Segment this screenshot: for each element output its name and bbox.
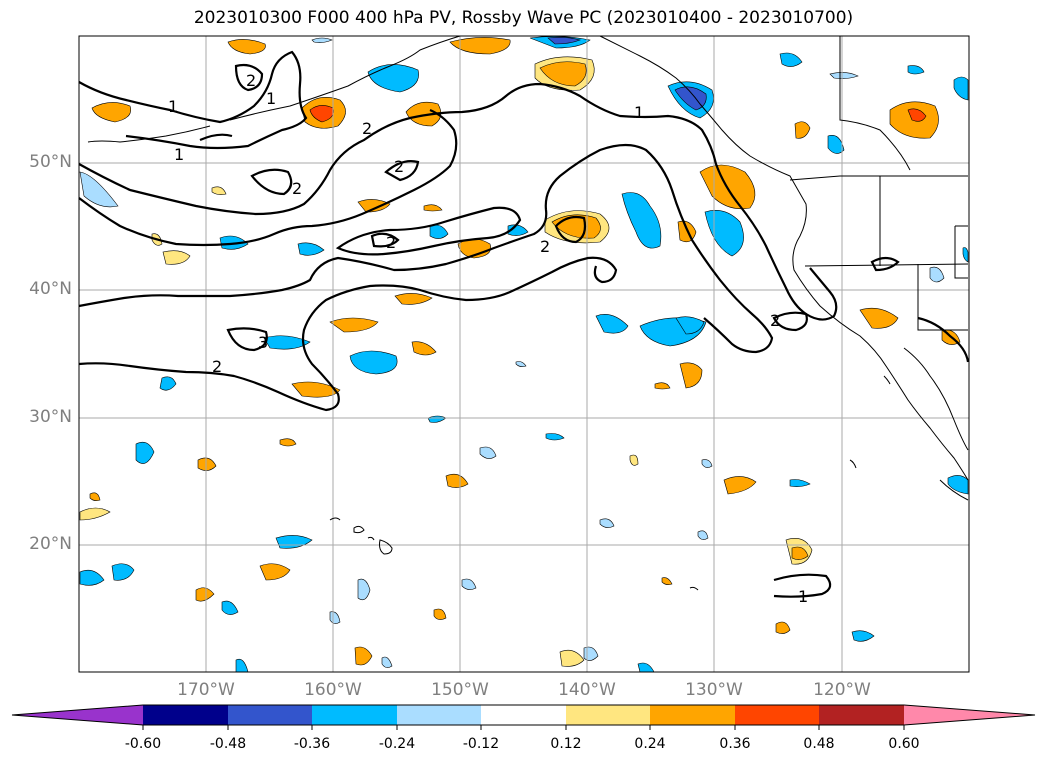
colorbar-segment	[228, 705, 312, 725]
colorbar-tick-label: -0.12	[462, 736, 500, 752]
contour-label: 1	[634, 103, 644, 122]
lon-label-160w: 160°W	[304, 680, 362, 700]
contour-label: 2	[246, 71, 256, 90]
colorbar-tick-label: -0.36	[293, 736, 331, 752]
colorbar-tick-label: -0.60	[124, 736, 162, 752]
lat-label-30n: 30°N	[29, 407, 72, 427]
colorbar-tick-label: 0.48	[803, 736, 835, 752]
negative-anomaly-patches	[79, 36, 969, 673]
contour-label: 1	[168, 97, 178, 116]
contour-label: 1	[174, 145, 184, 164]
lon-label-130w: 130°W	[685, 680, 743, 700]
colorbar-extend-left	[12, 705, 143, 725]
colorbar-segment	[143, 705, 228, 725]
colorbar-tick-label: -0.24	[378, 736, 416, 752]
colorbar-segment	[819, 705, 904, 725]
map-gridlines	[79, 36, 969, 672]
colorbar-segment	[312, 705, 397, 725]
contour-label: 1	[266, 89, 276, 108]
lat-label-40n: 40°N	[29, 279, 72, 299]
coastlines	[87, 35, 969, 501]
colorbar-segment	[566, 705, 650, 725]
colorbar-segment	[397, 705, 481, 725]
contour-label: 2	[212, 357, 222, 376]
contour-label: 2	[394, 157, 404, 176]
colorbar-tick-label: 0.60	[888, 736, 920, 752]
map-background	[79, 36, 969, 672]
colorbar-segment	[735, 705, 819, 725]
colorbar-segment	[650, 705, 735, 725]
colorbar-tick-label: 0.24	[634, 736, 666, 752]
colorbar-tick-label: 0.12	[550, 736, 582, 752]
colorbar-segment	[481, 705, 566, 725]
contour-label: 2	[292, 179, 302, 198]
contour-label: 1	[798, 587, 808, 606]
map-frame	[78, 35, 970, 673]
colorbar-tick-label: -0.48	[209, 736, 247, 752]
contour-labels: 1 1 1 2 2 2 2 2 2 3 1 2 2 1	[168, 71, 808, 606]
colorbar	[11, 704, 1036, 730]
islands	[329, 459, 857, 591]
lon-label-140w: 140°W	[558, 680, 616, 700]
lat-label-50n: 50°N	[29, 152, 72, 172]
lon-label-150w: 150°W	[431, 680, 489, 700]
chart-title: 2023010300 F000 400 hPa PV, Rossby Wave …	[193, 8, 854, 28]
pv-contours	[78, 50, 970, 598]
contour-label: 2	[362, 119, 372, 138]
lon-label-120w: 120°W	[813, 680, 871, 700]
lon-label-170w: 170°W	[177, 680, 235, 700]
contour-label: 2	[386, 233, 396, 252]
colorbar-extend-right	[904, 705, 1035, 725]
contour-label: 2	[770, 311, 780, 330]
lat-label-20n: 20°N	[29, 534, 72, 554]
positive-anomaly-patches	[79, 37, 961, 667]
contour-label: 2	[540, 237, 550, 256]
colorbar-tick-label: 0.36	[719, 736, 751, 752]
contour-label: 3	[258, 333, 268, 352]
